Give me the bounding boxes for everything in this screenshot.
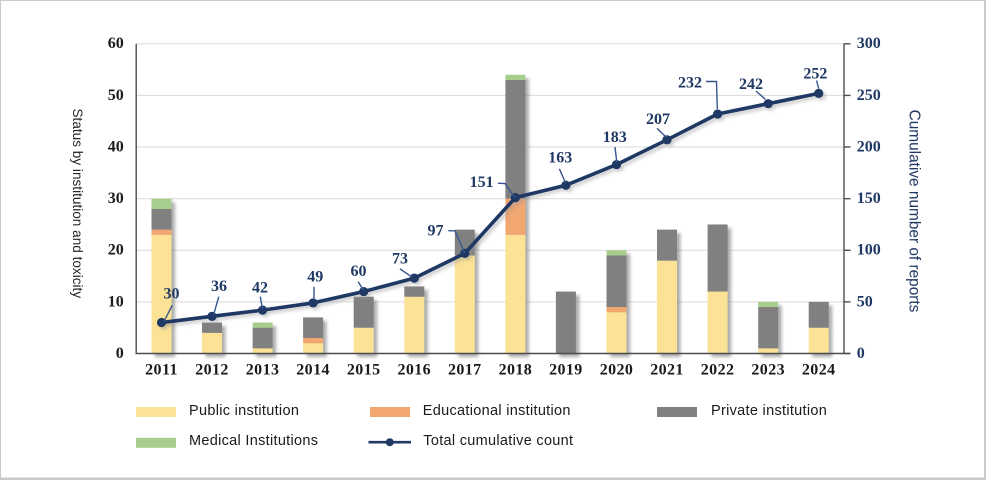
svg-text:207: 207 (646, 111, 670, 128)
svg-text:232: 232 (678, 75, 702, 92)
svg-text:2024: 2024 (802, 362, 836, 379)
svg-text:151: 151 (470, 174, 494, 191)
svg-text:242: 242 (739, 76, 763, 93)
svg-text:2016: 2016 (397, 362, 431, 379)
svg-text:2013: 2013 (246, 362, 280, 379)
svg-text:36: 36 (211, 278, 227, 295)
svg-text:2018: 2018 (499, 362, 533, 379)
svg-text:Status by institution and toxi: Status by institution and toxicity (70, 108, 85, 298)
svg-text:2014: 2014 (296, 362, 330, 379)
svg-text:2017: 2017 (448, 362, 482, 379)
svg-text:Educational institution: Educational institution (423, 403, 571, 419)
svg-text:252: 252 (803, 65, 827, 82)
svg-text:2019: 2019 (549, 362, 583, 379)
svg-text:183: 183 (603, 129, 627, 146)
svg-text:2022: 2022 (701, 362, 735, 379)
svg-text:50: 50 (857, 293, 873, 310)
svg-text:163: 163 (548, 150, 572, 167)
svg-text:2011: 2011 (145, 362, 178, 379)
svg-text:Medical Institutions: Medical Institutions (189, 433, 318, 449)
svg-text:Public institution: Public institution (189, 403, 299, 419)
svg-text:97: 97 (428, 222, 444, 239)
svg-text:0: 0 (857, 345, 865, 362)
svg-text:300: 300 (857, 35, 881, 52)
svg-text:Total cumulative count: Total cumulative count (423, 433, 573, 449)
svg-text:2020: 2020 (600, 362, 634, 379)
svg-text:150: 150 (857, 190, 881, 207)
svg-text:2021: 2021 (650, 362, 684, 379)
svg-text:30: 30 (164, 286, 180, 303)
svg-text:10: 10 (108, 293, 124, 310)
svg-text:49: 49 (307, 269, 323, 286)
svg-text:0: 0 (116, 345, 124, 362)
svg-text:30: 30 (108, 190, 124, 207)
svg-text:40: 40 (108, 138, 124, 155)
svg-text:100: 100 (857, 242, 881, 259)
svg-text:2023: 2023 (751, 362, 785, 379)
svg-text:2012: 2012 (195, 362, 229, 379)
svg-text:Private institution: Private institution (711, 403, 827, 419)
svg-text:50: 50 (108, 87, 124, 104)
svg-text:73: 73 (392, 251, 408, 268)
svg-text:250: 250 (857, 87, 881, 104)
svg-text:Cumulative number of reports: Cumulative number of reports (905, 110, 922, 313)
svg-text:20: 20 (108, 242, 124, 259)
svg-text:2015: 2015 (347, 362, 381, 379)
svg-text:42: 42 (252, 279, 268, 296)
svg-text:60: 60 (108, 35, 124, 52)
svg-text:60: 60 (351, 263, 367, 280)
svg-text:200: 200 (857, 138, 881, 155)
